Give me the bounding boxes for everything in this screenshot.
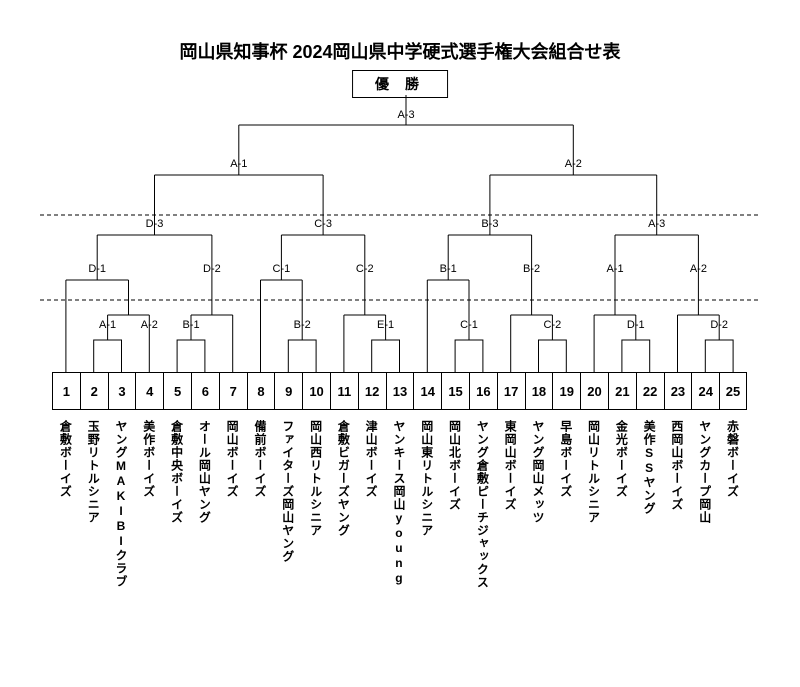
team-name: ヤング倉敷ピーチジャックス [474, 410, 491, 650]
seed-number: 14 [413, 372, 441, 410]
team-column: 2玉野リトルシニア [80, 372, 108, 650]
team-column: 16ヤング倉敷ピーチジャックス [469, 372, 497, 650]
qf-4: A-3 [648, 218, 665, 230]
team-column: 17東岡山ボーイズ [497, 372, 525, 650]
team-name: 岡山東リトルシニア [419, 410, 436, 650]
seed-number: 5 [163, 372, 191, 410]
team-column: 25赤磐ボーイズ [719, 372, 747, 650]
team-column: 7岡山ボーイズ [219, 372, 247, 650]
seed-number: 3 [108, 372, 136, 410]
team-name: 倉敷ボーイズ [57, 410, 74, 650]
seed-number: 15 [441, 372, 469, 410]
team-column: 19早島ボーイズ [552, 372, 580, 650]
team-column: 1倉敷ボーイズ [52, 372, 80, 650]
seed-number: 25 [719, 372, 747, 410]
seed-number: 23 [664, 372, 692, 410]
sf-right: A-2 [565, 158, 582, 170]
team-column: 18ヤング岡山メッツ [525, 372, 553, 650]
team-column: 4美作ボーイズ [135, 372, 163, 650]
sf-left: A-1 [230, 158, 247, 170]
team-name: 岡山北ボーイズ [447, 410, 464, 650]
final-label: A-3 [397, 109, 414, 121]
team-column: 12津山ボーイズ [358, 372, 386, 650]
seed-number: 24 [691, 372, 719, 410]
r16-m4: C-2 [356, 263, 374, 275]
team-column: 22美作SSヤング [636, 372, 664, 650]
seed-number: 2 [80, 372, 108, 410]
team-column: 3ヤングMAKIBIクラブ [108, 372, 136, 650]
r16-m8: A-2 [690, 263, 707, 275]
team-name: 西岡山ボーイズ [669, 410, 686, 650]
r32-g7: C-2 [544, 319, 562, 331]
team-name: 美作SSヤング [641, 410, 658, 650]
r16-m6: B-2 [523, 263, 540, 275]
r32-g2: A-2 [141, 319, 158, 331]
seed-number: 10 [302, 372, 330, 410]
seed-number: 21 [608, 372, 636, 410]
team-name: 岡山リトルシニア [586, 410, 603, 650]
team-column: 11倉敷ビガーズヤング [330, 372, 358, 650]
seed-number: 17 [497, 372, 525, 410]
seed-number: 4 [135, 372, 163, 410]
seed-number: 20 [580, 372, 608, 410]
r16-m5: B-1 [440, 263, 457, 275]
seed-number: 13 [386, 372, 414, 410]
team-column: 9ファイターズ岡山ヤング [274, 372, 302, 650]
seed-number: 9 [274, 372, 302, 410]
r32-g1: A-1 [99, 319, 116, 331]
team-name: 金光ボーイズ [613, 410, 630, 650]
team-name: 津山ボーイズ [363, 410, 380, 650]
team-column: 6オール岡山ヤング [191, 372, 219, 650]
seed-number: 11 [330, 372, 358, 410]
team-column: 8備前ボーイズ [247, 372, 275, 650]
r16-m1: D-1 [88, 263, 106, 275]
team-name: ヤンキース岡山young [391, 410, 408, 650]
team-name: ヤングカープ岡山 [697, 410, 714, 650]
team-name: 美作ボーイズ [141, 410, 158, 650]
team-name: ヤング岡山メッツ [530, 410, 547, 650]
team-name: 倉敷ビガーズヤング [335, 410, 352, 650]
team-name: 岡山ボーイズ [224, 410, 241, 650]
team-column: 23西岡山ボーイズ [664, 372, 692, 650]
team-column: 14岡山東リトルシニア [413, 372, 441, 650]
team-name: 早島ボーイズ [558, 410, 575, 650]
team-name: ヤングMAKIBIクラブ [113, 410, 130, 650]
r32-g3: B-1 [182, 319, 199, 331]
teams-row: 1倉敷ボーイズ2玉野リトルシニア3ヤングMAKIBIクラブ4美作ボーイズ5倉敷中… [52, 372, 747, 650]
seed-number: 6 [191, 372, 219, 410]
r16-m7: A-1 [606, 263, 623, 275]
seed-number: 16 [469, 372, 497, 410]
r32-g9: D-2 [710, 319, 728, 331]
team-name: 岡山西リトルシニア [308, 410, 325, 650]
team-name: オール岡山ヤング [196, 410, 213, 650]
r32-g6: C-1 [460, 319, 478, 331]
team-column: 21金光ボーイズ [608, 372, 636, 650]
qf-2: C-3 [314, 218, 332, 230]
team-column: 15岡山北ボーイズ [441, 372, 469, 650]
team-name: 玉野リトルシニア [85, 410, 102, 650]
seed-number: 19 [552, 372, 580, 410]
team-column: 24ヤングカープ岡山 [691, 372, 719, 650]
team-name: 東岡山ボーイズ [502, 410, 519, 650]
team-column: 10岡山西リトルシニア [302, 372, 330, 650]
team-column: 13ヤンキース岡山young [386, 372, 414, 650]
r32-g4: B-2 [294, 319, 311, 331]
seed-number: 1 [52, 372, 80, 410]
seed-number: 12 [358, 372, 386, 410]
seed-number: 22 [636, 372, 664, 410]
r32-g8: D-1 [627, 319, 645, 331]
team-name: 備前ボーイズ [252, 410, 269, 650]
team-name: 赤磐ボーイズ [725, 410, 742, 650]
qf-3: B-3 [481, 218, 498, 230]
team-name: ファイターズ岡山ヤング [280, 410, 297, 650]
seed-number: 18 [525, 372, 553, 410]
r32-g5: E-1 [377, 319, 394, 331]
qf-1: D-3 [146, 218, 164, 230]
seed-number: 7 [219, 372, 247, 410]
r16-m3: C-1 [273, 263, 291, 275]
seed-number: 8 [247, 372, 275, 410]
team-column: 5倉敷中央ボーイズ [163, 372, 191, 650]
team-column: 20岡山リトルシニア [580, 372, 608, 650]
team-name: 倉敷中央ボーイズ [169, 410, 186, 650]
